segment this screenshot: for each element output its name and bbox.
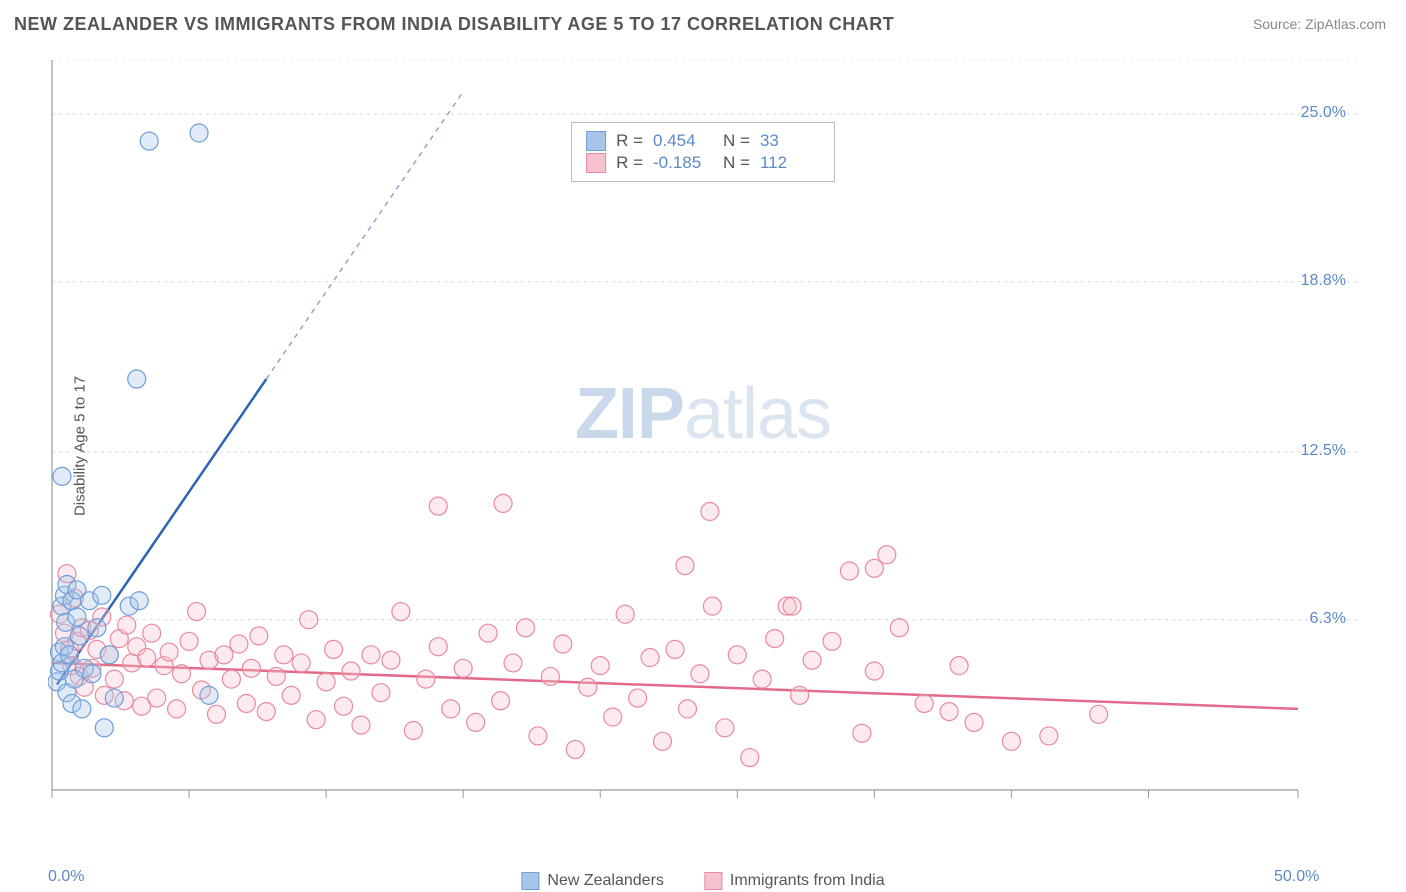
plot-area: ZIPatlas R = 0.454 N = 33 R = -0.185 N =… <box>48 60 1358 830</box>
bottom-legend: New Zealanders Immigrants from India <box>521 872 884 890</box>
chart-container: NEW ZEALANDER VS IMMIGRANTS FROM INDIA D… <box>0 0 1406 892</box>
chart-title: NEW ZEALANDER VS IMMIGRANTS FROM INDIA D… <box>14 14 894 35</box>
legend-swatch-1 <box>521 872 539 890</box>
y-tick-label: 18.8% <box>1301 272 1346 290</box>
legend-swatch-2 <box>704 872 722 890</box>
stats-n-value-1: 33 <box>760 131 820 151</box>
y-tick-label: 25.0% <box>1301 104 1346 122</box>
x-tick-first: 0.0% <box>48 868 84 886</box>
stats-legend-box: R = 0.454 N = 33 R = -0.185 N = 112 <box>571 122 835 182</box>
stats-n-label: N = <box>723 131 750 151</box>
stats-r-label: R = <box>616 131 643 151</box>
stats-swatch-2 <box>586 153 606 173</box>
stats-n-value-2: 112 <box>760 153 820 173</box>
stats-r-label: R = <box>616 153 643 173</box>
stats-row-series-2: R = -0.185 N = 112 <box>586 153 820 173</box>
stats-swatch-1 <box>586 131 606 151</box>
y-tick-label: 6.3% <box>1310 610 1346 628</box>
legend-label-1: New Zealanders <box>547 872 664 890</box>
legend-item-1: New Zealanders <box>521 872 664 890</box>
stats-r-value-1: 0.454 <box>653 131 713 151</box>
stats-n-label: N = <box>723 153 750 173</box>
y-tick-label: 12.5% <box>1301 442 1346 460</box>
source-label: Source: ZipAtlas.com <box>1253 16 1386 32</box>
stats-r-value-2: -0.185 <box>653 153 713 173</box>
stats-row-series-1: R = 0.454 N = 33 <box>586 131 820 151</box>
x-tick-last: 50.0% <box>1274 868 1319 886</box>
legend-item-2: Immigrants from India <box>704 872 885 890</box>
legend-label-2: Immigrants from India <box>730 872 885 890</box>
